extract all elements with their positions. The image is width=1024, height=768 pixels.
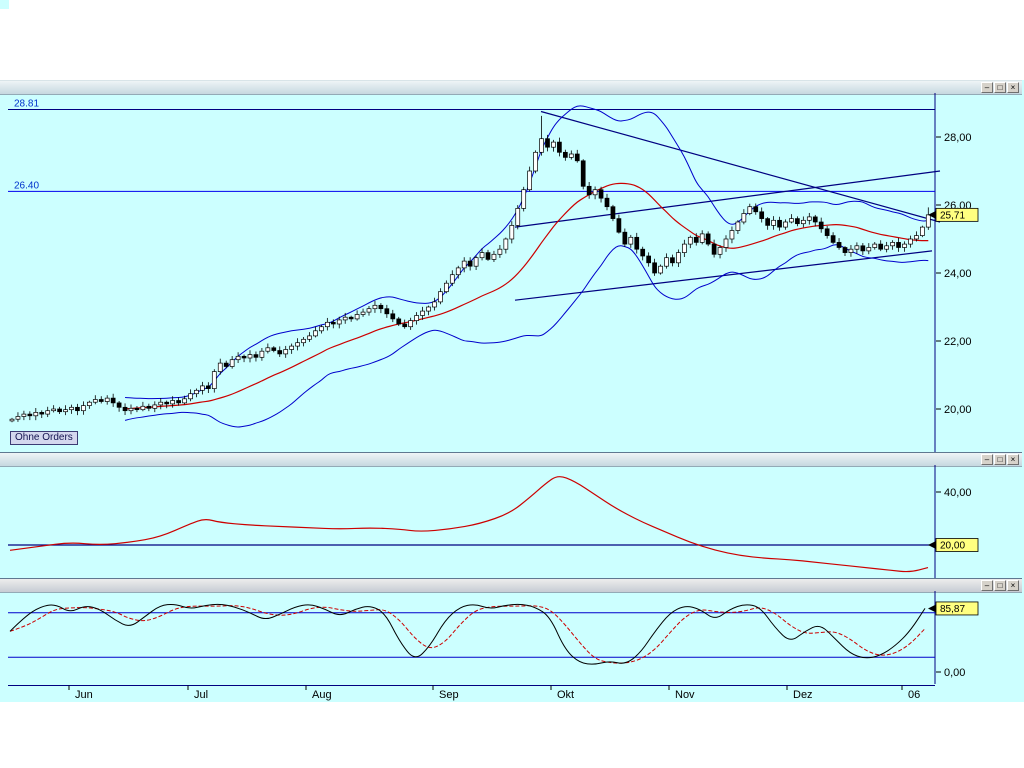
svg-text:20,00: 20,00 <box>940 541 965 552</box>
svg-text:85,87: 85,87 <box>940 604 965 615</box>
svg-text:Jul: Jul <box>194 689 208 701</box>
close-button[interactable]: × <box>1007 454 1019 465</box>
ohne-orders-button[interactable]: Ohne Orders <box>10 431 78 445</box>
window-controls: – □ × <box>980 82 1019 93</box>
svg-text:Aug: Aug <box>312 689 332 701</box>
adx-indicator-plot[interactable]: 40,00 20,00 <box>0 465 1024 578</box>
svg-text:28.81: 28.81 <box>14 98 39 109</box>
svg-text:06: 06 <box>908 689 920 701</box>
svg-text:28,00: 28,00 <box>944 132 972 144</box>
svg-text:20,00: 20,00 <box>944 404 972 416</box>
minimize-button[interactable]: – <box>981 82 993 93</box>
window-controls: – □ × <box>980 580 1019 591</box>
maximize-button[interactable]: □ <box>994 82 1006 93</box>
svg-text:Jun: Jun <box>75 689 93 701</box>
svg-text:Dez: Dez <box>793 689 813 701</box>
svg-text:Nov: Nov <box>675 689 695 701</box>
svg-text:25,71: 25,71 <box>940 210 965 221</box>
adx-panel-titlebar[interactable]: ADX_REP.MC ADX: 9,6974 Band_ADX: 20,0000… <box>0 452 1022 467</box>
svg-text:26.40: 26.40 <box>14 180 39 191</box>
svg-text:22,00: 22,00 <box>944 336 972 348</box>
svg-text:Sep: Sep <box>439 689 459 701</box>
chart-window: REPSOL YPF - End-of-Day 1 Tage U: 23:59 … <box>0 80 1024 702</box>
stochastic-indicator-plot[interactable]: 0,00 85,87 <box>0 591 1024 684</box>
svg-text:24,00: 24,00 <box>944 268 972 280</box>
maximize-button[interactable]: □ <box>994 580 1006 591</box>
stochastic-panel-titlebar[interactable]: Stochastic_REP.MC SK: 85,8715 SD: 72,169… <box>0 578 1022 593</box>
corner-artifact <box>0 0 9 9</box>
maximize-button[interactable]: □ <box>994 454 1006 465</box>
close-button[interactable]: × <box>1007 82 1019 93</box>
close-button[interactable]: × <box>1007 580 1019 591</box>
svg-text:0,00: 0,00 <box>944 667 965 679</box>
price-panel-titlebar[interactable]: REPSOL YPF - End-of-Day 1 Tage U: 23:59 … <box>0 80 1022 95</box>
svg-text:40,00: 40,00 <box>944 487 972 499</box>
time-axis: Jun Jul Aug Sep Okt Nov Dez 06 <box>8 685 935 701</box>
window-controls: – □ × <box>980 454 1019 465</box>
svg-text:Okt: Okt <box>557 689 574 701</box>
minimize-button[interactable]: – <box>981 580 993 591</box>
minimize-button[interactable]: – <box>981 454 993 465</box>
